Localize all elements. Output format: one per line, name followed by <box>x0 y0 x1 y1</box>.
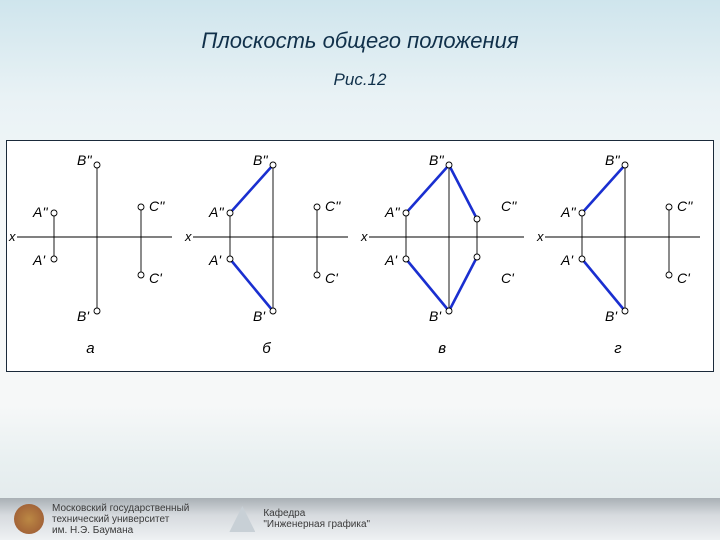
svg-text:C': C' <box>325 270 339 286</box>
department-name: Кафедра"Инженерная графика" <box>263 508 370 530</box>
svg-text:A'': A'' <box>384 204 401 220</box>
svg-text:B'': B'' <box>77 152 93 168</box>
svg-text:B': B' <box>429 308 442 324</box>
svg-text:б: б <box>262 340 271 357</box>
svg-text:C': C' <box>677 270 691 286</box>
svg-text:а: а <box>86 340 94 357</box>
svg-text:A': A' <box>32 252 46 268</box>
svg-text:A': A' <box>384 252 398 268</box>
svg-text:в: в <box>438 340 446 357</box>
svg-text:C'': C'' <box>677 198 694 214</box>
svg-text:A'': A'' <box>32 204 49 220</box>
svg-text:A': A' <box>208 252 222 268</box>
diagram-svg: x A'' A' B'' B' C'' C' а x A'' A' B'' B' C'' C' б x A'' A'… <box>7 141 713 371</box>
figure-caption: Рис.12 <box>0 70 720 90</box>
svg-text:C'': C'' <box>501 198 518 214</box>
svg-text:A'': A'' <box>560 204 577 220</box>
svg-text:C'': C'' <box>325 198 342 214</box>
figure-panel: x A'' A' B'' B' C'' C' а x A'' A' B'' B' C'' C' б x A'' A'… <box>6 140 714 372</box>
svg-text:x: x <box>8 229 16 244</box>
svg-text:x: x <box>536 229 544 244</box>
svg-text:A': A' <box>560 252 574 268</box>
university-name: Московский государственныйтехнический ун… <box>52 503 189 536</box>
svg-text:B': B' <box>77 308 90 324</box>
svg-text:A'': A'' <box>208 204 225 220</box>
svg-text:B'': B'' <box>253 152 269 168</box>
department-icon <box>229 506 255 532</box>
svg-text:г: г <box>614 340 622 357</box>
university-crest-icon <box>14 504 44 534</box>
svg-text:B': B' <box>605 308 618 324</box>
svg-text:C': C' <box>149 270 163 286</box>
svg-text:B'': B'' <box>605 152 621 168</box>
svg-text:B': B' <box>253 308 266 324</box>
svg-text:x: x <box>360 229 368 244</box>
svg-text:x: x <box>184 229 192 244</box>
svg-text:B'': B'' <box>429 152 445 168</box>
svg-text:C'': C'' <box>149 198 166 214</box>
footer: Московский государственныйтехнический ун… <box>0 498 720 540</box>
svg-text:C': C' <box>501 270 515 286</box>
page-title: Плоскость общего положения <box>0 28 720 54</box>
